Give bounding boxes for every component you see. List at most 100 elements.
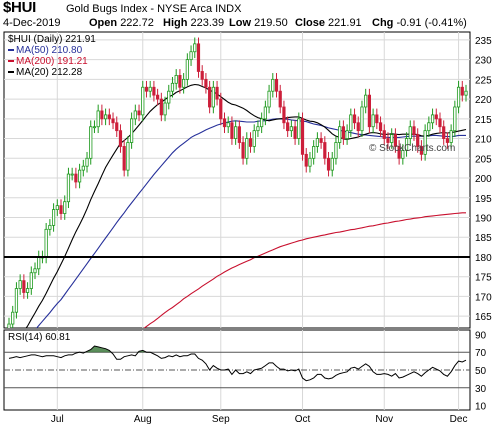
candle-body <box>118 130 123 147</box>
candle-body <box>390 134 394 143</box>
price-tick-label: 215 <box>475 115 492 126</box>
candle-body <box>345 130 349 139</box>
candle-body <box>260 118 264 128</box>
candle-body <box>92 126 97 129</box>
price-tick-label: 185 <box>475 233 492 244</box>
price-tick-label: 205 <box>475 154 492 165</box>
chart-header: $HUI Gold Bugs Index - NYSE Arca INDX 4-… <box>0 0 496 31</box>
price-tick-label: 225 <box>475 75 492 86</box>
candle-body <box>412 126 416 136</box>
candle-body <box>230 122 234 139</box>
candle-body <box>156 94 160 100</box>
candle-body <box>22 280 26 293</box>
candle-body <box>271 78 275 92</box>
candle-body <box>33 268 37 274</box>
candle-body <box>352 114 357 124</box>
candle-body <box>44 228 48 258</box>
high-quote: High 223.39 <box>163 17 225 29</box>
candle-body <box>174 75 178 84</box>
candle-body <box>74 173 78 183</box>
candle-body <box>7 323 11 328</box>
candle-body <box>442 126 446 139</box>
candle-body <box>274 78 279 92</box>
price-panel <box>3 31 471 329</box>
candle-body <box>163 102 167 116</box>
candle-body <box>18 280 22 289</box>
price-series <box>7 37 468 328</box>
candle-body <box>122 146 126 171</box>
candle-body <box>208 86 212 108</box>
candle-body <box>107 114 111 120</box>
candle-body <box>308 157 312 167</box>
rsi-month-label: Nov <box>375 414 393 425</box>
legend-ma50: MA(50) 210.80 <box>16 45 83 56</box>
low-quote: Low 219.50 <box>229 17 288 29</box>
candle-body <box>356 122 360 132</box>
candle-body <box>341 126 345 139</box>
candle-body <box>419 146 424 155</box>
candle-body <box>278 90 282 108</box>
index-name: Gold Bugs Index - NYSE Arca INDX <box>66 3 242 15</box>
quote-date: 4-Dec-2019 <box>3 17 61 29</box>
candle-body <box>315 138 319 147</box>
rsi-line <box>8 345 467 382</box>
candle-body <box>167 90 171 104</box>
candle-body <box>89 126 93 159</box>
rsi-tick-label: 10 <box>475 402 487 413</box>
candle-body <box>456 86 461 108</box>
price-tick-label: 200 <box>475 174 492 185</box>
legend-ma20: MA(20) 212.28 <box>16 67 83 78</box>
candle-body <box>130 118 134 143</box>
candle-body <box>14 288 19 313</box>
candle-body <box>204 78 208 88</box>
rsi-month-label: Jul <box>51 414 64 425</box>
candle-body <box>449 130 453 143</box>
open-quote: Open 222.72 <box>89 17 154 29</box>
candle-body <box>338 126 342 143</box>
rsi-overbought-fill <box>84 346 112 353</box>
candle-body <box>85 157 89 167</box>
candle-body <box>219 98 223 120</box>
candle-body <box>367 94 371 128</box>
candle-body <box>148 86 152 92</box>
legend-price: $HUI (Daily) 221.91 <box>8 34 96 45</box>
candle-body <box>248 138 253 147</box>
candle-body <box>289 126 293 132</box>
candle-body <box>334 142 338 159</box>
ma50-line <box>35 118 466 328</box>
candle-body <box>364 94 368 108</box>
candle-body <box>245 138 249 159</box>
candle-body <box>423 130 427 155</box>
candle-body <box>222 118 227 128</box>
candle-body <box>234 126 238 139</box>
candle-body <box>170 82 175 92</box>
candle-body <box>371 114 375 128</box>
candle-body <box>256 126 260 132</box>
candle-body <box>126 142 130 171</box>
watermark: © StockCharts.com <box>369 143 456 154</box>
candle-body <box>77 169 82 183</box>
candle-body <box>59 205 63 214</box>
candle-body <box>63 201 67 214</box>
legend-ma200: MA(200) 191.21 <box>16 56 88 67</box>
candle-body <box>267 90 271 108</box>
candle-body <box>300 118 305 155</box>
price-tick-label: 235 <box>475 36 492 47</box>
candle-body <box>25 288 30 293</box>
candle-body <box>438 118 442 128</box>
rsi-tick-label: 50 <box>475 366 487 377</box>
candle-body <box>152 86 156 96</box>
rsi-tick-label: 30 <box>475 384 487 395</box>
candle-body <box>70 173 74 176</box>
candle-body <box>416 134 420 147</box>
candle-body <box>453 106 457 132</box>
candle-body <box>349 114 353 132</box>
candle-body <box>185 59 189 80</box>
rsi-month-label: Sep <box>212 414 230 425</box>
candle-body <box>189 51 193 61</box>
price-tick-label: 210 <box>475 135 492 146</box>
candle-body <box>55 205 59 211</box>
candle-body <box>408 126 412 139</box>
candle-body <box>226 122 230 128</box>
